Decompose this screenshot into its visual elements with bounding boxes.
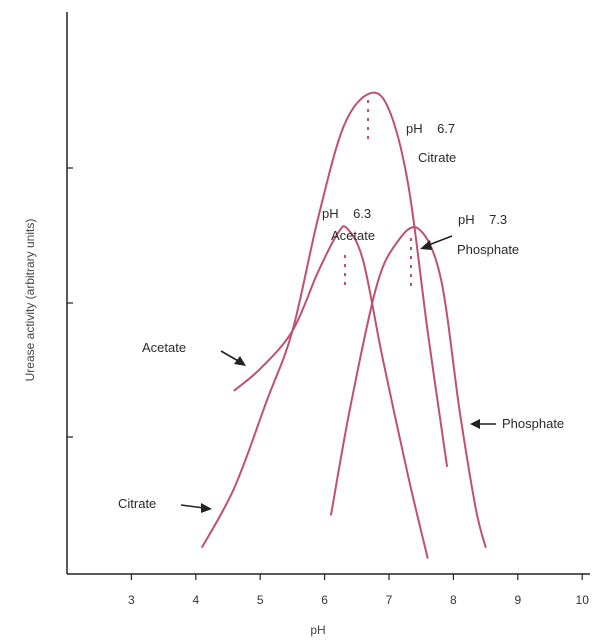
x-tick-label: 10 xyxy=(576,593,590,607)
citrate-peak-ph-label: pH 6.7 xyxy=(406,121,455,136)
acetate-peak-name-label: Acetate xyxy=(331,228,375,243)
phosphate-peak-annotation: pH 7.3 Phosphate xyxy=(420,212,519,257)
x-tick-label: 7 xyxy=(386,593,393,607)
x-tick-label: 9 xyxy=(514,593,521,607)
citrate-callout-arrow xyxy=(180,504,205,509)
citrate-callout: Citrate xyxy=(118,496,212,513)
x-tick-label: 6 xyxy=(321,593,328,607)
x-ticks: 3 4 5 6 7 8 9 10 xyxy=(128,574,589,607)
citrate-peak-annotation: pH 6.7 Citrate xyxy=(406,121,456,165)
acetate-callout-label: Acetate xyxy=(142,340,186,355)
phosphate-callout-arrowhead xyxy=(470,419,480,429)
citrate-peak-name-label: Citrate xyxy=(418,150,456,165)
acetate-callout-arrowhead xyxy=(234,356,246,366)
curves xyxy=(201,91,487,559)
phosphate-peak-ph-label: pH 7.3 xyxy=(458,212,507,227)
phosphate-curve xyxy=(330,226,487,548)
acetate-peak-annotation: pH 6.3 Acetate xyxy=(322,206,375,243)
acetate-peak-ph-label: pH 6.3 xyxy=(322,206,371,221)
phosphate-peak-arrowhead xyxy=(420,240,432,250)
y-axis-title: Urease activity (arbitrary units) xyxy=(23,219,37,382)
x-tick-label: 4 xyxy=(192,593,199,607)
citrate-callout-arrowhead xyxy=(201,503,212,513)
x-tick-label: 8 xyxy=(450,593,457,607)
peak-markers xyxy=(344,100,412,290)
phosphate-callout: Phosphate xyxy=(470,416,564,431)
citrate-curve xyxy=(201,91,448,548)
citrate-callout-label: Citrate xyxy=(118,496,156,511)
phosphate-peak-name-label: Phosphate xyxy=(457,242,519,257)
x-tick-label: 5 xyxy=(257,593,264,607)
acetate-callout: Acetate xyxy=(142,340,246,366)
x-axis-title: pH xyxy=(310,623,325,637)
acetate-curve xyxy=(233,225,429,559)
acetate-callout-arrow xyxy=(220,350,241,363)
phosphate-callout-label: Phosphate xyxy=(502,416,564,431)
x-tick-label: 3 xyxy=(128,593,135,607)
